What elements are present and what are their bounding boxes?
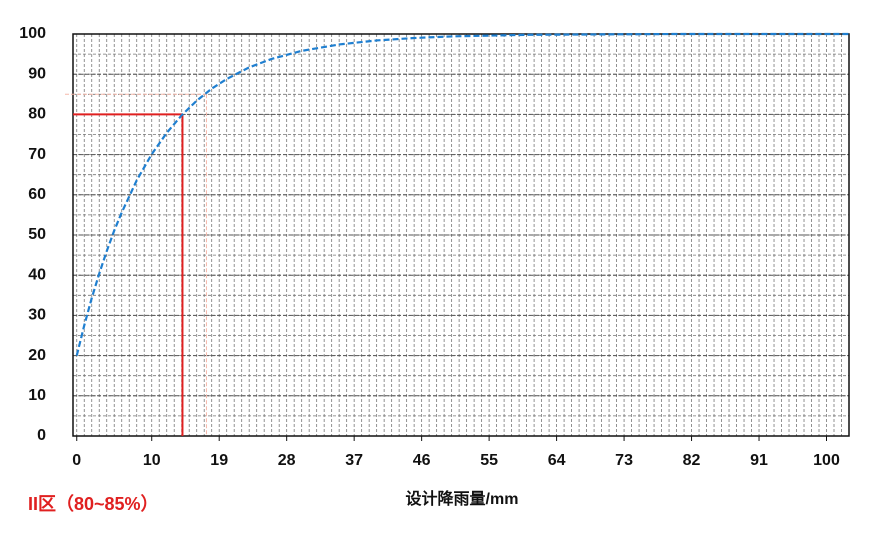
x-axis-label: 设计降雨量/mm bbox=[406, 489, 519, 508]
y-tick-label: 40 bbox=[28, 266, 46, 283]
x-tick-label: 37 bbox=[345, 452, 363, 469]
x-tick-label: 91 bbox=[750, 452, 768, 469]
y-tick-label: 100 bbox=[19, 25, 46, 42]
x-tick-label: 19 bbox=[210, 452, 228, 469]
x-tick-label: 73 bbox=[615, 452, 633, 469]
y-tick-label: 70 bbox=[28, 146, 46, 163]
x-tick-label: 46 bbox=[413, 452, 431, 469]
y-tick-label: 90 bbox=[28, 65, 46, 82]
y-tick-label: 30 bbox=[28, 307, 46, 324]
plot-frame bbox=[72, 33, 850, 437]
x-tick-label: 10 bbox=[143, 452, 161, 469]
y-tick-label: 20 bbox=[28, 347, 46, 364]
annotation: II区（80~85%） bbox=[28, 494, 159, 514]
x-tick-label: 0 bbox=[72, 452, 81, 469]
y-tick-label: 10 bbox=[28, 387, 46, 404]
y-tick-label: 0 bbox=[37, 427, 46, 444]
y-tick-label: 60 bbox=[28, 186, 46, 203]
y-tick-label: 80 bbox=[28, 106, 46, 123]
x-tick-label: 100 bbox=[813, 452, 840, 469]
x-tick-label: 64 bbox=[548, 452, 566, 469]
x-tick-label: 55 bbox=[480, 452, 498, 469]
y-tick-label: 50 bbox=[28, 226, 46, 243]
data-line bbox=[75, 32, 849, 356]
x-tick-label: 28 bbox=[278, 452, 296, 469]
x-tick-label: 82 bbox=[683, 452, 701, 469]
